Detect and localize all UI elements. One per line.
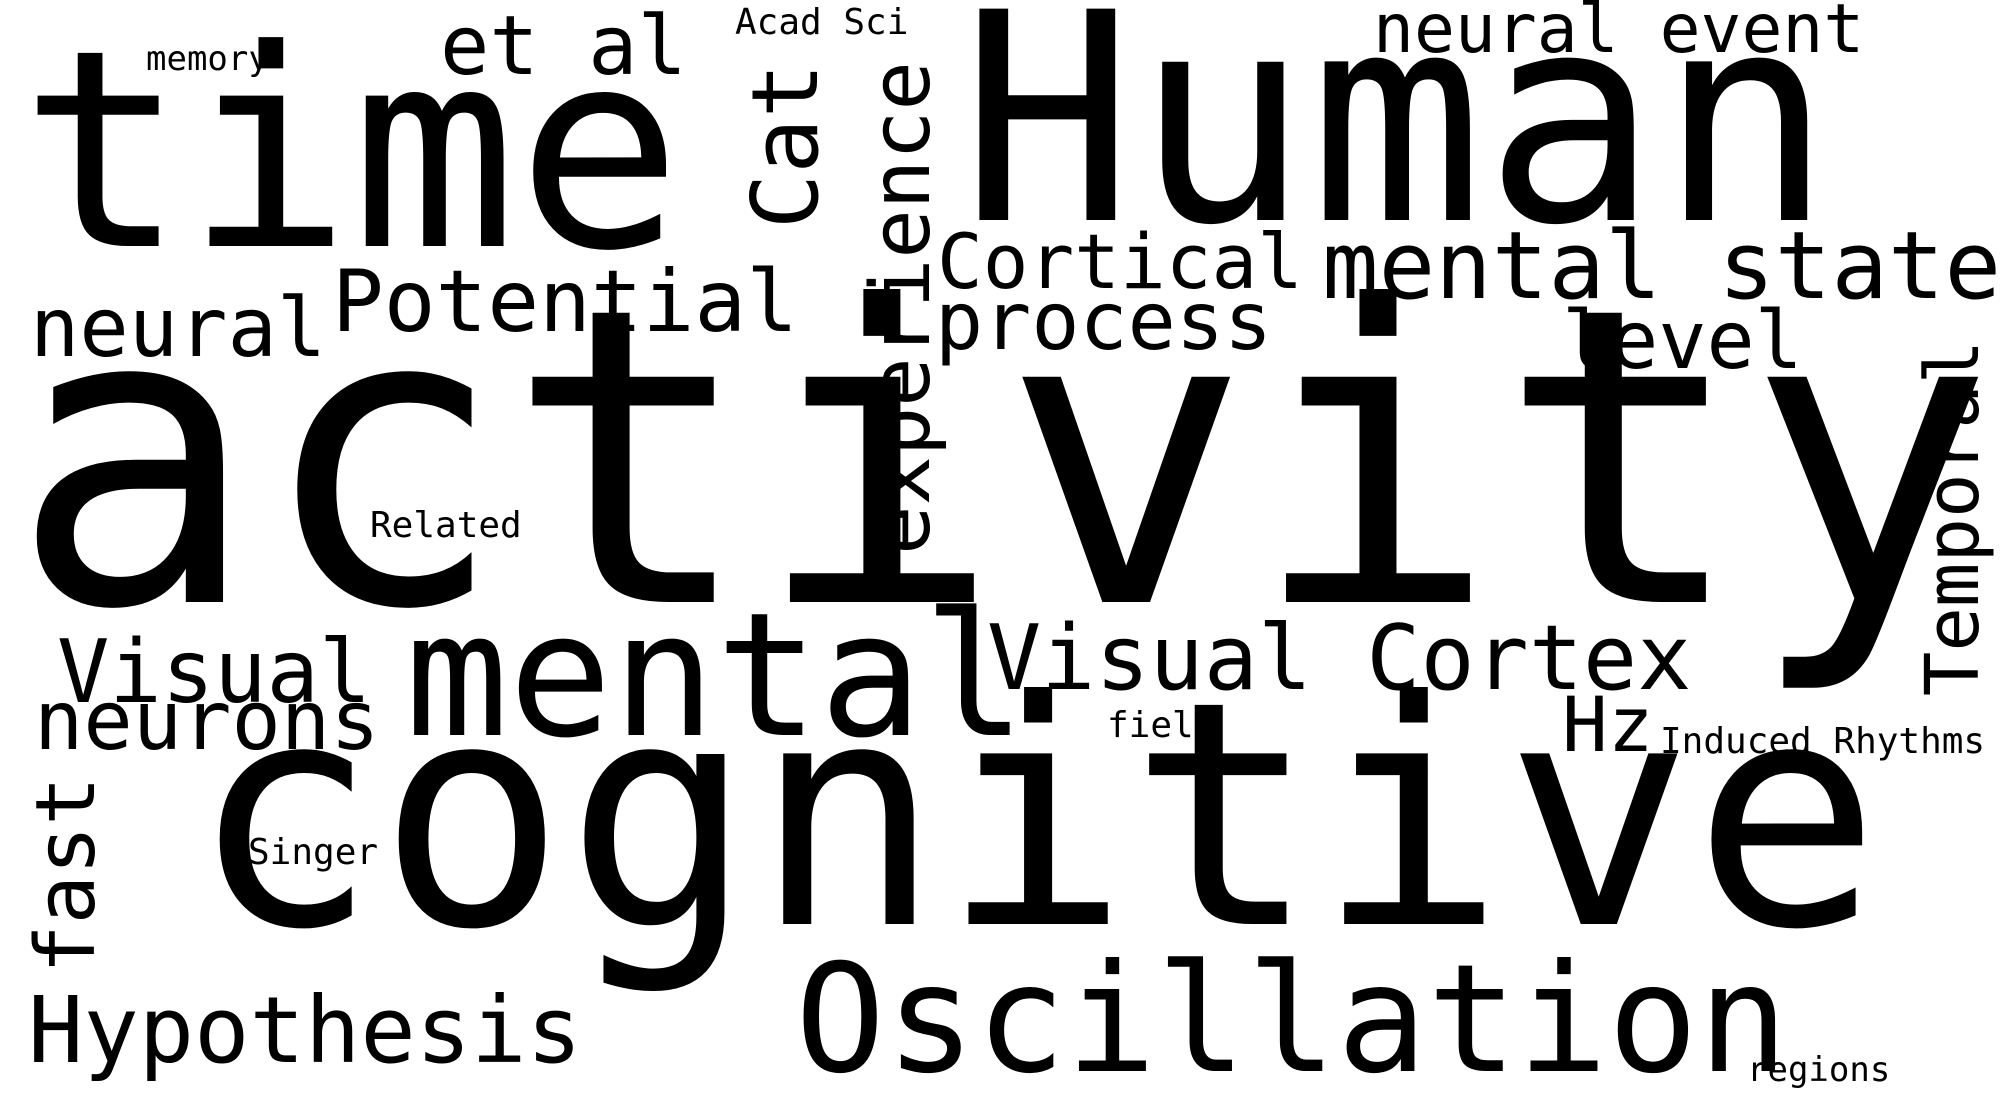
word-activity: activity [10,221,1995,700]
word-time: time [20,0,683,311]
word-fast: fast [19,776,114,974]
word-cognitive: cognitive [190,634,1881,998]
word-hz: Hz [1562,680,1654,769]
word-neural-event: neural event [1373,0,1865,69]
word-potential: Potential [332,252,798,352]
word-acad-sci: Acad Sci [735,2,909,43]
word-related: Related [370,505,522,546]
word-singer: Singer [248,832,379,873]
word-mental: mental [405,575,1027,776]
word-visual-cortex: Visual Cortex [987,606,1692,711]
word-et-al: et al [440,0,687,94]
word-level: level [1562,294,1803,387]
word-visual: Visual [57,621,372,723]
word-regions: regions [1747,1050,1891,1090]
word-process: process [935,275,1273,368]
word-memory: memory [146,39,269,79]
word-oscillation: Oscillation [795,933,1789,1100]
word-cortical: Cortical [937,217,1304,306]
word-neural: neural [30,281,327,376]
word-temporal: Temporal [1910,339,1996,697]
word-cat: Cat [732,62,839,230]
word-field: field [1107,705,1216,746]
word-induced-rhythms: Induced Rhythms [1660,721,1986,762]
word-experience: experience [854,61,949,555]
word-human: Human [960,0,1833,289]
word-hypothesis: Hypothesis [28,977,582,1084]
word-neurons: neurons [34,674,380,769]
word-mental-state: mental state [1322,212,2000,321]
